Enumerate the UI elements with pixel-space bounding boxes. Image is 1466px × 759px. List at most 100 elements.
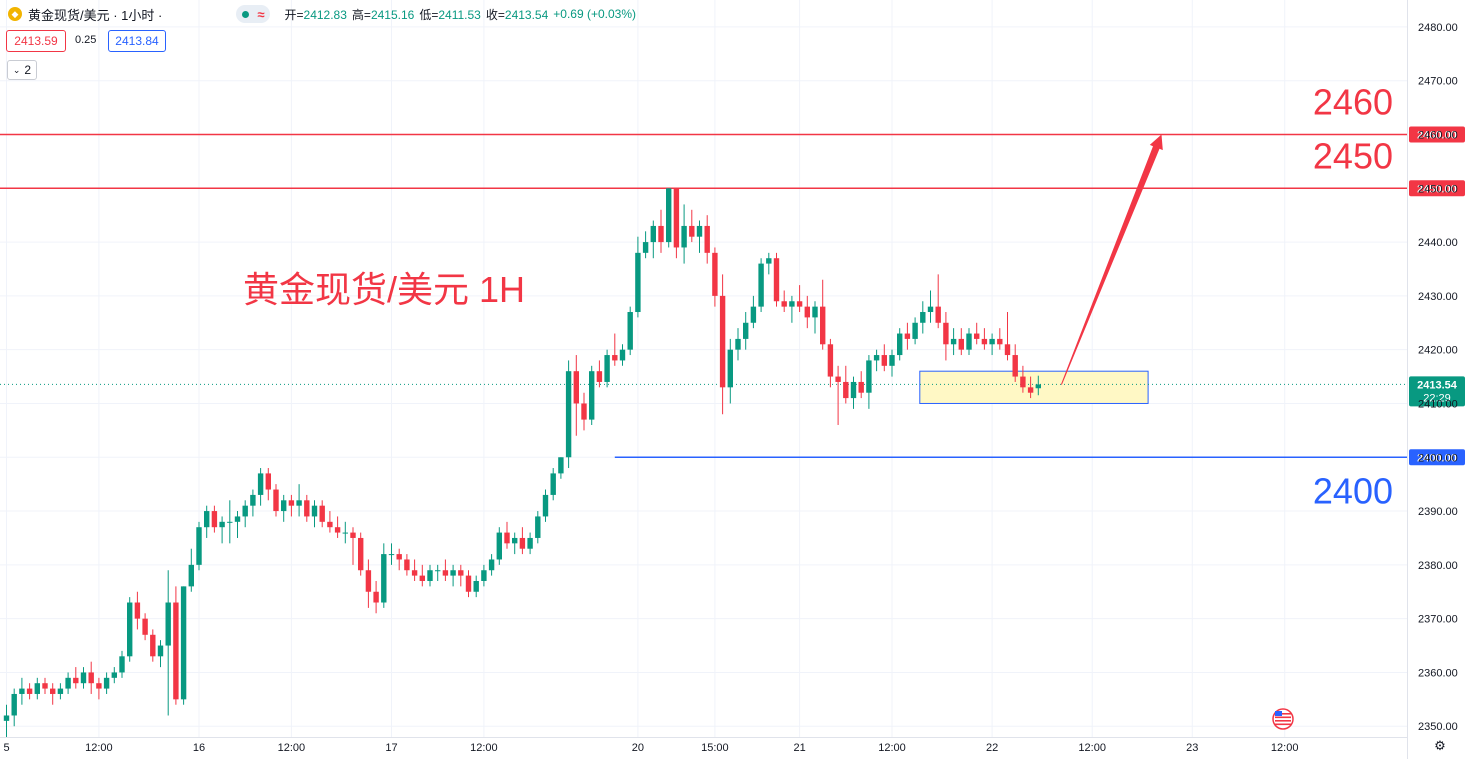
candle bbox=[396, 548, 402, 571]
candle bbox=[812, 301, 818, 334]
candle bbox=[542, 489, 549, 522]
market-status-pill[interactable]: ≈ bbox=[236, 5, 271, 23]
candle-body bbox=[227, 521, 233, 523]
candle-body bbox=[242, 505, 248, 517]
x-tick-label: 12:00 bbox=[470, 742, 498, 754]
candle-body bbox=[689, 225, 695, 237]
candle-body bbox=[188, 564, 194, 587]
level-price-tag-label: 2450.00 bbox=[1417, 183, 1457, 195]
ohlc-high: 高=2415.16 bbox=[351, 7, 415, 22]
candle-body bbox=[619, 349, 626, 361]
gold-symbol-icon[interactable]: ◆ bbox=[8, 7, 22, 21]
candle-body bbox=[843, 381, 849, 399]
candle-body bbox=[19, 688, 25, 694]
candle bbox=[696, 220, 703, 253]
candle bbox=[3, 704, 10, 737]
y-tick-label: 2370.00 bbox=[1418, 614, 1458, 626]
candle-body bbox=[365, 570, 372, 592]
candle-body bbox=[381, 554, 387, 603]
candle bbox=[712, 247, 718, 307]
sell-price-button[interactable]: 2413.59 bbox=[6, 30, 66, 52]
x-tick-label: 12:00 bbox=[85, 742, 113, 754]
candle-body bbox=[950, 338, 957, 345]
candle bbox=[142, 613, 148, 641]
candle bbox=[650, 220, 656, 259]
candle-body bbox=[1020, 376, 1026, 388]
y-tick-label: 2360.00 bbox=[1418, 667, 1458, 679]
candle bbox=[866, 355, 872, 409]
candle bbox=[304, 494, 310, 522]
buy-price-button[interactable]: 2413.84 bbox=[108, 30, 166, 52]
candle bbox=[204, 505, 210, 538]
level-price-tag bbox=[1409, 180, 1465, 197]
candle bbox=[334, 516, 341, 538]
candle-body bbox=[250, 494, 256, 506]
candle-body bbox=[26, 688, 33, 694]
candle bbox=[927, 290, 934, 323]
level-price-tag bbox=[1409, 449, 1465, 466]
candle-body bbox=[981, 338, 988, 345]
candle-body bbox=[558, 457, 564, 474]
candle-body bbox=[150, 634, 156, 657]
candle bbox=[750, 295, 757, 329]
candle bbox=[419, 564, 425, 587]
candle bbox=[935, 274, 941, 329]
candle bbox=[635, 236, 641, 318]
candle-body bbox=[504, 532, 510, 544]
x-tick-label: 12:00 bbox=[278, 742, 306, 754]
candle-body bbox=[273, 489, 279, 512]
symbol-title[interactable]: 黄金现货/美元 · 1小时 · bbox=[28, 7, 163, 23]
candle bbox=[73, 667, 79, 689]
flag-stripe bbox=[1275, 713, 1291, 715]
last-price-tag bbox=[1409, 376, 1465, 407]
chart-settings-icon[interactable]: ⚙ bbox=[1434, 738, 1446, 753]
candle bbox=[743, 312, 749, 350]
candle-body bbox=[943, 322, 949, 345]
candle bbox=[342, 521, 348, 544]
candle bbox=[219, 516, 225, 544]
candle-body bbox=[889, 355, 895, 366]
candle-body bbox=[512, 537, 518, 544]
candle bbox=[473, 575, 479, 598]
candle-body bbox=[488, 559, 495, 571]
candle-body bbox=[635, 252, 641, 313]
x-tick-label: 12:00 bbox=[878, 742, 906, 754]
candle-body bbox=[696, 225, 703, 237]
candle-body bbox=[589, 371, 595, 420]
candle-body bbox=[88, 672, 94, 684]
candle bbox=[612, 333, 618, 366]
candle-body bbox=[673, 188, 680, 248]
candle bbox=[65, 672, 71, 694]
y-tick-label: 2460.00 bbox=[1418, 129, 1458, 141]
grid-layer bbox=[0, 0, 1407, 737]
candle-body bbox=[157, 645, 164, 657]
candle-body bbox=[966, 333, 972, 350]
candle bbox=[773, 252, 780, 307]
candle-body bbox=[719, 295, 726, 388]
level-big-label: 2400 bbox=[1313, 470, 1393, 511]
candle-body bbox=[257, 473, 264, 495]
flag-stripe bbox=[1275, 720, 1291, 722]
candle bbox=[157, 640, 164, 668]
candle bbox=[127, 597, 133, 662]
ohlc-low: 低=2411.53 bbox=[419, 7, 481, 22]
candle-body bbox=[997, 338, 1003, 345]
level-big-label: 2450 bbox=[1313, 135, 1393, 176]
x-tick-label: 16 bbox=[193, 742, 205, 754]
candle bbox=[327, 511, 333, 533]
candle bbox=[766, 252, 772, 275]
indicator-count: 2 bbox=[24, 63, 32, 77]
candle-body bbox=[173, 602, 179, 700]
candle bbox=[589, 365, 595, 425]
candle-body bbox=[835, 376, 841, 382]
y-tick-label: 2380.00 bbox=[1418, 560, 1458, 572]
target-arrow bbox=[1060, 134, 1163, 385]
wave-icon: ≈ bbox=[257, 6, 265, 22]
candle-body bbox=[735, 338, 741, 350]
indicators-collapse-button[interactable]: ⌄ 2 bbox=[7, 60, 37, 80]
candle bbox=[974, 322, 980, 345]
candle-body bbox=[3, 715, 10, 721]
x-tick-label: 22 bbox=[986, 742, 998, 754]
